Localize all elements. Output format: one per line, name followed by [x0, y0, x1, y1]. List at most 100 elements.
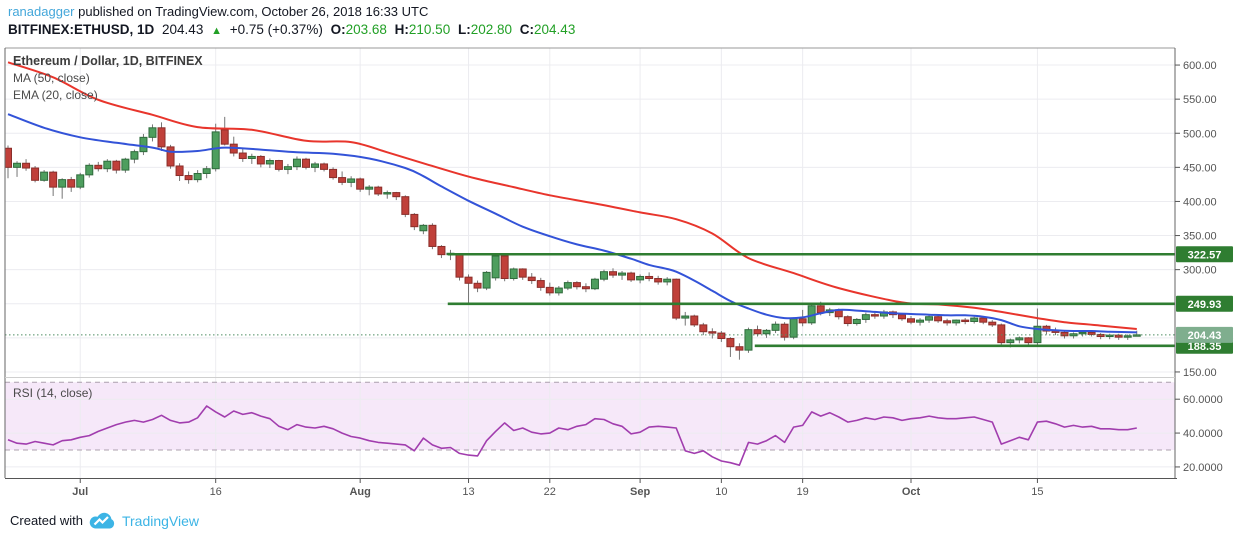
- candle-down: [374, 186, 383, 195]
- candle-down: [22, 162, 31, 169]
- candle-up: [40, 171, 49, 181]
- candle-up: [1123, 335, 1132, 338]
- candle-down: [934, 316, 943, 322]
- candle-up: [130, 151, 139, 160]
- candle-down: [338, 177, 347, 183]
- ema-legend: EMA (20, close): [13, 88, 98, 102]
- candle-down: [988, 321, 997, 326]
- price-change: +0.75 (+0.37%): [229, 22, 323, 37]
- candle-down: [753, 329, 762, 335]
- candle-up: [861, 314, 870, 320]
- candle-down: [220, 129, 229, 145]
- candle-up: [554, 287, 563, 294]
- candle-down: [690, 315, 699, 326]
- candle-down: [49, 171, 58, 188]
- candle-down: [798, 318, 807, 324]
- candle-down: [1024, 337, 1033, 344]
- candle-down: [94, 164, 103, 170]
- badge-value: 249.93: [1188, 299, 1222, 311]
- candle-down: [645, 275, 654, 280]
- candle-down: [401, 196, 410, 215]
- open-label: O:: [330, 22, 346, 37]
- candle-up: [509, 268, 518, 280]
- candle-up: [202, 168, 211, 174]
- candle-down: [455, 254, 464, 278]
- candle-down: [654, 278, 663, 283]
- candle-up: [916, 319, 925, 323]
- time-axis-label: 22: [544, 486, 556, 498]
- candle-up: [491, 255, 500, 279]
- candle-down: [392, 192, 401, 198]
- candle-up: [663, 278, 672, 283]
- candle-down: [256, 155, 265, 165]
- last-price-badge: [1176, 326, 1233, 343]
- candle-up: [292, 158, 301, 168]
- candle-down: [726, 338, 735, 348]
- candle-up: [311, 163, 320, 168]
- candle-down: [473, 282, 482, 289]
- close-label: C:: [519, 22, 535, 37]
- candle-up: [970, 317, 979, 322]
- low-value: 202.80: [470, 22, 513, 37]
- time-axis-label: 10: [715, 486, 727, 498]
- price-axis-label: 600.00: [1183, 60, 1217, 72]
- candle-down: [943, 320, 952, 324]
- candle-down: [184, 175, 193, 181]
- price-axis-label: 350.00: [1183, 231, 1217, 243]
- tradingview-brand-link[interactable]: TradingView: [121, 512, 200, 529]
- candle-down: [1114, 334, 1123, 338]
- candle-down: [961, 319, 970, 323]
- price-axis-label: 300.00: [1183, 265, 1217, 277]
- candle-down: [410, 213, 419, 228]
- badge-value: 322.57: [1188, 249, 1222, 261]
- candle-down: [157, 127, 166, 148]
- candle-down: [536, 280, 545, 288]
- candle-up: [1078, 331, 1087, 335]
- candle-up: [193, 172, 202, 181]
- candle-down: [870, 314, 879, 317]
- candle-up: [599, 271, 608, 280]
- candle-up: [762, 329, 771, 335]
- price-axis-label: 400.00: [1183, 196, 1217, 208]
- username-link[interactable]: ranadagger: [8, 4, 75, 19]
- candle-up: [148, 127, 157, 138]
- publish-info: ranadagger published on TradingView.com,…: [8, 3, 428, 21]
- rsi-band: [5, 382, 1175, 450]
- price-axis-label: 500.00: [1183, 128, 1217, 140]
- candle-down: [1096, 333, 1105, 337]
- high-value: 210.50: [408, 22, 451, 37]
- candle-down: [1087, 331, 1096, 335]
- candle-down: [437, 245, 446, 256]
- candle-up: [265, 160, 274, 165]
- candle-down: [735, 346, 744, 351]
- rsi-indicator-label: RSI (14, close): [13, 386, 93, 400]
- open-value: 203.68: [345, 22, 387, 37]
- candle-down: [627, 272, 636, 281]
- rsi-line: [7, 405, 1137, 467]
- candle-up: [247, 155, 256, 159]
- time-axis-label: Oct: [902, 486, 921, 498]
- high-label: H:: [394, 22, 409, 37]
- created-with-text: Created with: [10, 513, 83, 528]
- candle-down: [464, 276, 473, 284]
- time-axis-label: 13: [462, 486, 474, 498]
- candle-up: [139, 136, 148, 153]
- candle-down: [175, 165, 184, 177]
- candle-up: [76, 174, 85, 188]
- candle-up: [1105, 334, 1114, 338]
- price-axis-label: 150.00: [1183, 367, 1217, 379]
- candle-up: [1006, 339, 1015, 344]
- candle-down: [31, 167, 40, 181]
- time-axis-label: Sep: [630, 486, 650, 498]
- candle-up: [1015, 337, 1024, 341]
- candle-down: [572, 282, 581, 288]
- candle-down: [518, 268, 527, 278]
- candle-up: [1132, 334, 1141, 337]
- candle-down: [708, 331, 717, 334]
- rsi-axis-label: 20.0000: [1183, 462, 1223, 474]
- candle-down: [166, 146, 175, 167]
- candle-down: [581, 286, 590, 290]
- footer: Created with TradingView: [10, 511, 199, 530]
